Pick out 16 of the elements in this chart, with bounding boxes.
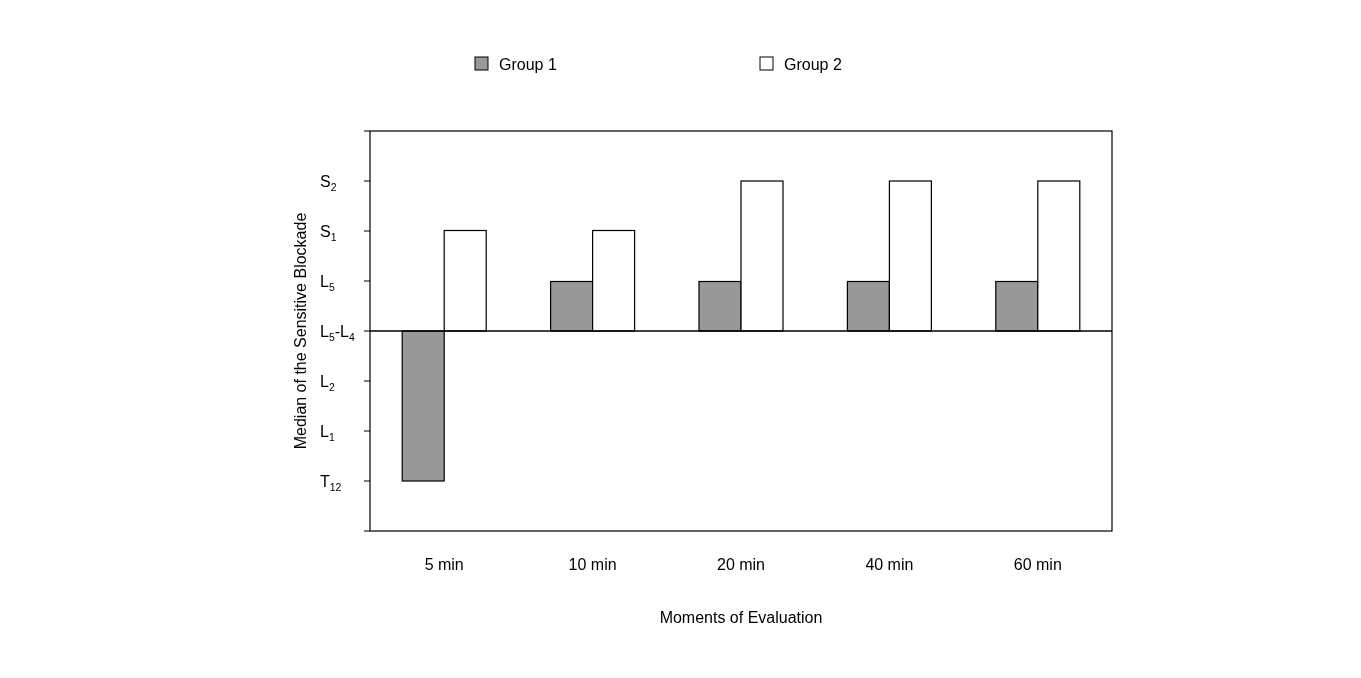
x-tick-label: 20 min: [716, 556, 766, 573]
x-tick-label: 40 min: [865, 556, 914, 573]
x-tick-label: 10 min: [568, 556, 617, 573]
text: L$_{5}$-L$_{4}$: [320, 322, 355, 343]
text: L$_{1}$: [320, 422, 335, 443]
x-axis-title: Moments of Evaluation: [659, 609, 823, 626]
x-tick-label: 60 min: [1013, 556, 1062, 573]
legend-label: Group 2: [784, 55, 842, 73]
text: L$_{5}$: [320, 272, 335, 293]
text: S$_{2}$: [320, 172, 337, 193]
text: L$_{2}$: [320, 372, 335, 393]
text: S$_{1}$: [320, 222, 337, 243]
text: T$_{12}$: [320, 472, 342, 493]
x-tick-label: 5 min: [424, 556, 464, 573]
legend-label: Group 1: [499, 55, 557, 73]
y-axis-title: Median of the Sensitive Blockade: [292, 212, 309, 450]
